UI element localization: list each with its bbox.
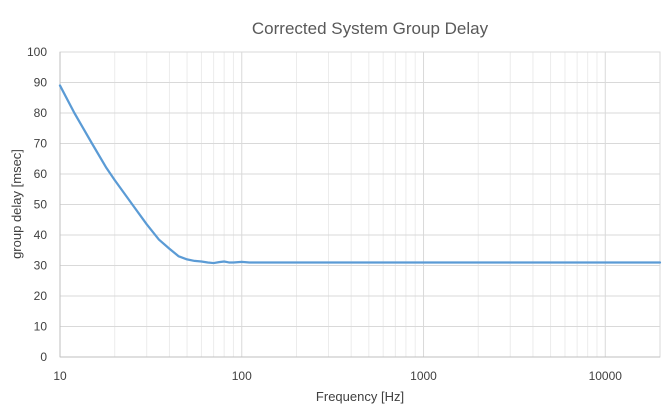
x-tick-label: 10 xyxy=(53,369,67,383)
x-tick-label: 100 xyxy=(232,369,252,383)
chart-title: Corrected System Group Delay xyxy=(252,19,489,38)
y-tick-label: 80 xyxy=(34,106,48,120)
y-tick-label: 30 xyxy=(34,259,48,273)
tick-label-layer: 10 100 1000 10000 0 10 20 30 40 50 60 70 80 90 100 xyxy=(27,45,622,383)
group-delay-series-line xyxy=(58,84,662,265)
y-tick-label: 0 xyxy=(40,350,47,364)
series-layer xyxy=(58,84,662,265)
y-tick-label: 10 xyxy=(34,320,48,334)
x-tick-label: 1000 xyxy=(410,369,437,383)
y-axis-label: group delay [msec] xyxy=(9,149,24,259)
x-tick-label: 10000 xyxy=(589,369,623,383)
y-tick-label: 70 xyxy=(34,137,48,151)
axis-layer xyxy=(59,51,661,358)
y-tick-label: 20 xyxy=(34,289,48,303)
y-tick-label: 100 xyxy=(27,45,47,59)
y-tick-label: 90 xyxy=(34,76,48,90)
grid-layer xyxy=(60,51,660,357)
y-tick-label: 40 xyxy=(34,228,48,242)
y-tick-label: 60 xyxy=(34,167,48,181)
y-tick-label: 50 xyxy=(34,198,48,212)
x-axis-label: Frequency [Hz] xyxy=(316,389,404,404)
